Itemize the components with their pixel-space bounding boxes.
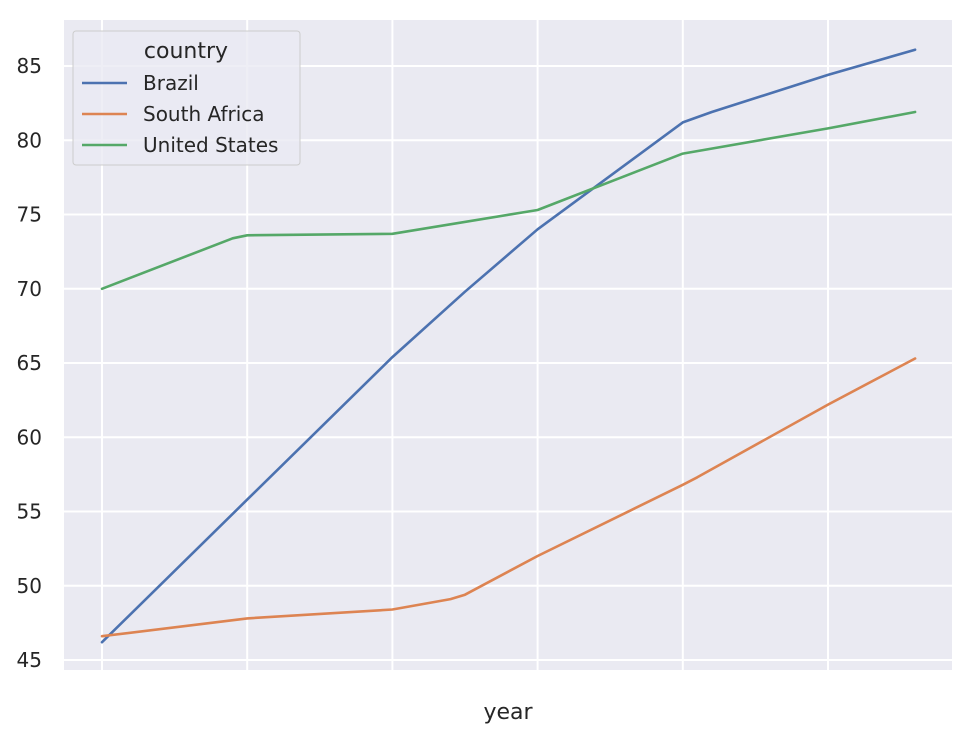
legend-label-south-africa: South Africa [143,102,265,126]
y-tick-label: 80 [17,128,42,152]
y-tick-label: 60 [17,425,42,449]
legend-title: country [144,39,228,64]
legend-box [72,30,301,166]
y-tick-label: 45 [17,648,42,672]
y-tick-labels: 45 50 55 60 65 70 75 80 85 [17,54,42,672]
y-tick-label: 75 [17,203,42,227]
y-tick-label: 70 [17,277,42,301]
series-line-south-africa [100,357,917,638]
y-tick-label: 55 [17,500,42,524]
y-tick-label: 50 [17,574,42,598]
x-axis-label: year [483,700,533,725]
y-tick-label: 65 [17,351,42,375]
legend: country Brazil South Africa United States [72,30,301,166]
y-gridlines [64,65,952,661]
legend-label-brazil: Brazil [143,71,199,95]
series-lines [100,48,917,644]
legend-label-united-states: United States [143,133,278,157]
series-line-brazil [100,48,917,644]
legend-items: Brazil South Africa United States [82,71,278,157]
y-tick-label: 85 [17,54,42,78]
series-line-united-states [100,110,917,291]
